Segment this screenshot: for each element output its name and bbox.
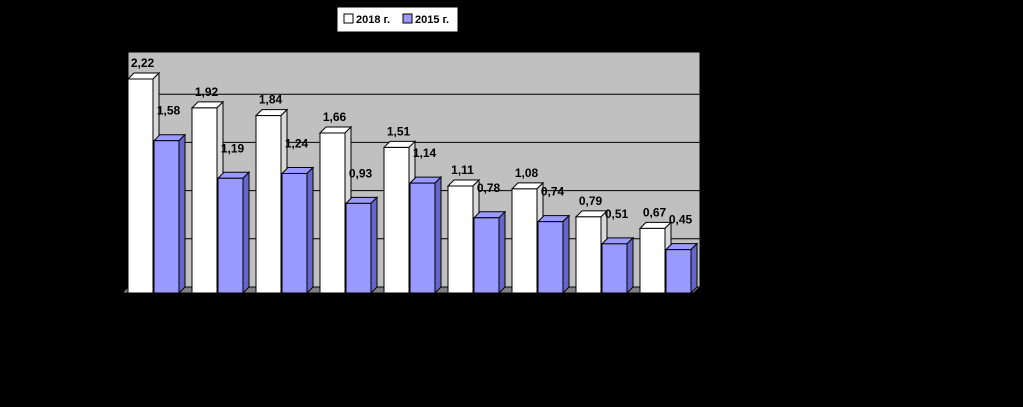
- bar-2018: [191, 107, 218, 294]
- data-label-2018: 1,84: [259, 93, 283, 107]
- data-label-2015: 0,78: [477, 181, 501, 195]
- bar-2015: [153, 140, 180, 294]
- data-label-2015: 1,19: [221, 141, 245, 155]
- bar-2015-side: [626, 236, 634, 295]
- gridline-diagonal: [121, 238, 129, 246]
- data-label-2018: 0,67: [643, 205, 667, 219]
- bar-2018: [255, 115, 282, 294]
- gridline-diagonal: [121, 45, 129, 53]
- bar-2015-side: [562, 214, 570, 295]
- data-label-2018: 1,11: [451, 163, 474, 177]
- bar-2018: [383, 146, 410, 294]
- legend-box: [336, 6, 459, 33]
- bar-2015: [601, 243, 628, 294]
- data-label-2018: 1,66: [323, 110, 347, 124]
- bar-2015: [473, 217, 500, 294]
- data-label-2018: 2,22: [131, 56, 155, 70]
- gridline-diagonal: [121, 93, 129, 101]
- bar-2018: [639, 227, 666, 294]
- data-label-2018: 0,79: [579, 194, 603, 208]
- gridline-diagonal: [121, 142, 129, 149]
- bar-2015-side: [178, 133, 186, 295]
- data-label-2015: 0,93: [349, 166, 373, 180]
- data-label-2015: 0,51: [605, 207, 629, 221]
- bar-2015-side: [498, 210, 506, 295]
- bar-2015-side: [370, 196, 378, 295]
- bar-2015: [537, 221, 564, 294]
- data-label-2018: 1,92: [195, 85, 219, 99]
- legend: 2018 г. 2015 г.: [336, 6, 459, 33]
- bar-2018: [319, 132, 346, 294]
- data-label-2015: 0,45: [669, 213, 693, 227]
- data-label-2018: 1,08: [515, 166, 539, 180]
- data-label-2018: 1,51: [387, 124, 411, 138]
- bar-2015-side: [690, 242, 698, 295]
- data-label-2015: 1,24: [285, 136, 309, 150]
- bar-2018: [127, 78, 154, 294]
- legend-label-2015: 2015 г.: [415, 14, 449, 26]
- legend-swatch-2015: [402, 13, 413, 24]
- bars: [126, 71, 699, 295]
- data-label-2015: 0,74: [541, 185, 565, 199]
- data-label-2015: 1,14: [413, 146, 437, 160]
- bar-2015-side: [242, 171, 250, 295]
- bar-2018: [575, 216, 602, 294]
- data-labels: 2,22 1,58 1,92 1,19 1,84 1,24 1,66 0,93 1,511,14…: [131, 56, 693, 227]
- legend-label-2018: 2018 г.: [356, 14, 390, 26]
- bar-2015-side: [306, 166, 314, 295]
- bar-2015: [345, 202, 372, 294]
- bar-2018: [511, 188, 538, 294]
- data-label-2015: 1,58: [157, 104, 181, 118]
- bar-2015: [409, 182, 436, 294]
- bar-2015: [665, 249, 692, 294]
- gridline-diagonal: [121, 190, 129, 197]
- legend-swatch-2018: [343, 13, 354, 24]
- bar-2015-side: [434, 175, 442, 295]
- bar-2018: [447, 185, 474, 294]
- bar-2015: [281, 172, 308, 294]
- bar-2015: [217, 177, 244, 294]
